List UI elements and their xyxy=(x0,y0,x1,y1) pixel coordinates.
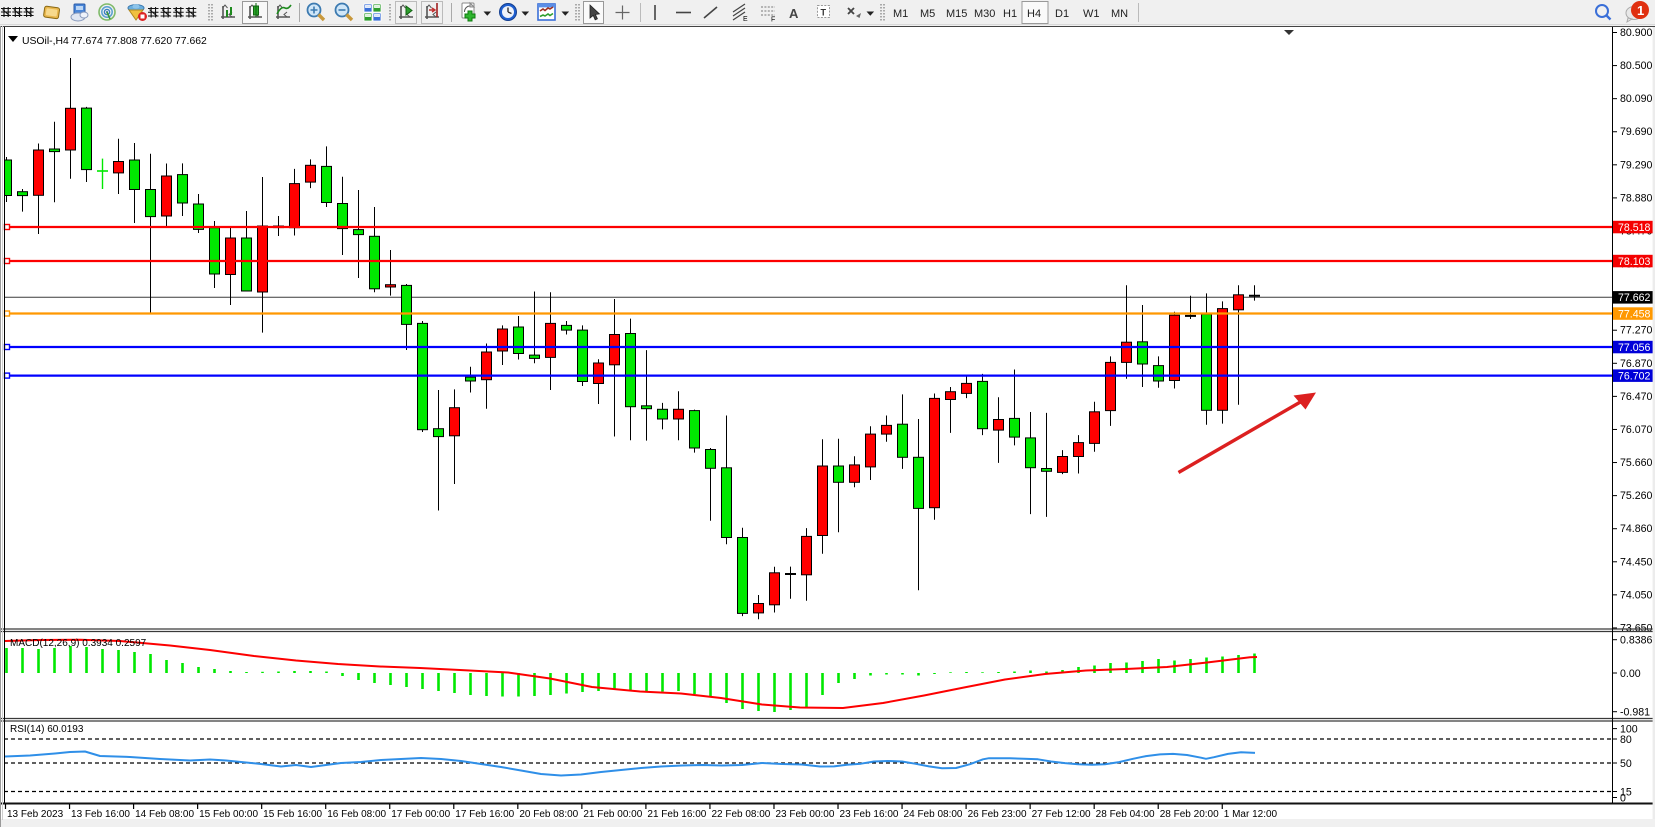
svg-text:27 Feb 12:00: 27 Feb 12:00 xyxy=(1032,809,1091,820)
svg-text:15: 15 xyxy=(1620,787,1632,799)
svg-text:14 Feb 08:00: 14 Feb 08:00 xyxy=(135,809,194,820)
svg-text:100: 100 xyxy=(1620,724,1638,736)
svg-text:M5: M5 xyxy=(920,8,935,20)
svg-text:RSI(14) 60.0193: RSI(14) 60.0193 xyxy=(10,724,84,735)
svg-text:M30: M30 xyxy=(974,8,995,20)
svg-text:77.056: 77.056 xyxy=(1618,342,1651,354)
svg-text:76.070: 76.070 xyxy=(1620,424,1653,436)
svg-text:28 Feb 04:00: 28 Feb 04:00 xyxy=(1096,809,1155,820)
svg-text:H4: H4 xyxy=(1027,8,1041,20)
svg-text:78.103: 78.103 xyxy=(1618,256,1651,268)
svg-text:16 Feb 08:00: 16 Feb 08:00 xyxy=(327,809,386,820)
svg-text:80.500: 80.500 xyxy=(1620,60,1653,72)
svg-text:F: F xyxy=(771,17,775,24)
svg-text:75.660: 75.660 xyxy=(1620,457,1653,469)
svg-text:76.870: 76.870 xyxy=(1620,358,1653,370)
svg-text:23 Feb 00:00: 23 Feb 00:00 xyxy=(775,809,834,820)
svg-text:13 Feb 2023: 13 Feb 2023 xyxy=(7,809,64,820)
svg-text:74.860: 74.860 xyxy=(1620,523,1653,535)
svg-text:76.702: 76.702 xyxy=(1618,370,1651,382)
svg-text:1: 1 xyxy=(1637,3,1644,18)
svg-text:26 Feb 23:00: 26 Feb 23:00 xyxy=(968,809,1027,820)
svg-text:A: A xyxy=(789,6,799,21)
svg-text:50: 50 xyxy=(1620,758,1632,770)
svg-text:D1: D1 xyxy=(1055,8,1069,20)
svg-text:0.00: 0.00 xyxy=(1620,668,1641,680)
svg-text:17 Feb 00:00: 17 Feb 00:00 xyxy=(391,809,450,820)
svg-text:USOil-,H4: USOil-,H4 xyxy=(22,36,69,47)
svg-text:15 Feb 00:00: 15 Feb 00:00 xyxy=(199,809,258,820)
svg-text:13 Feb 16:00: 13 Feb 16:00 xyxy=(71,809,130,820)
svg-text:H1: H1 xyxy=(1003,8,1017,20)
svg-text:28 Feb 20:00: 28 Feb 20:00 xyxy=(1160,809,1219,820)
svg-text:22 Feb 08:00: 22 Feb 08:00 xyxy=(711,809,770,820)
svg-text:M15: M15 xyxy=(946,8,967,20)
svg-text:74.050: 74.050 xyxy=(1620,589,1653,601)
svg-text:80: 80 xyxy=(1620,734,1632,746)
svg-text:21 Feb 16:00: 21 Feb 16:00 xyxy=(647,809,706,820)
svg-text:E: E xyxy=(743,16,748,23)
svg-text:0.8386: 0.8386 xyxy=(1620,635,1653,647)
svg-text:77.270: 77.270 xyxy=(1620,325,1653,337)
svg-text:MN: MN xyxy=(1111,8,1128,20)
svg-text:76.470: 76.470 xyxy=(1620,391,1653,403)
svg-text:0: 0 xyxy=(1620,793,1626,805)
svg-text:24 Feb 08:00: 24 Feb 08:00 xyxy=(904,809,963,820)
svg-text:15 Feb 16:00: 15 Feb 16:00 xyxy=(263,809,322,820)
svg-text:78.518: 78.518 xyxy=(1618,222,1651,234)
svg-text:17 Feb 16:00: 17 Feb 16:00 xyxy=(455,809,514,820)
svg-text:T: T xyxy=(821,8,827,18)
svg-text:77.662: 77.662 xyxy=(1618,292,1651,304)
svg-text:75.260: 75.260 xyxy=(1620,490,1653,502)
svg-text:-0.981: -0.981 xyxy=(1620,707,1650,719)
svg-text:74.450: 74.450 xyxy=(1620,556,1653,568)
svg-text:1 Mar 12:00: 1 Mar 12:00 xyxy=(1224,809,1278,820)
svg-text:80.900: 80.900 xyxy=(1620,27,1653,39)
svg-text:77.674 77.808 77.620 77.662: 77.674 77.808 77.620 77.662 xyxy=(71,36,207,47)
svg-text:79.690: 79.690 xyxy=(1620,126,1653,138)
svg-text:79.290: 79.290 xyxy=(1620,159,1653,171)
svg-text:M1: M1 xyxy=(893,8,908,20)
svg-text:80.090: 80.090 xyxy=(1620,93,1653,105)
svg-text:20 Feb 08:00: 20 Feb 08:00 xyxy=(519,809,578,820)
svg-text:21 Feb 00:00: 21 Feb 00:00 xyxy=(583,809,642,820)
svg-text:23 Feb 16:00: 23 Feb 16:00 xyxy=(840,809,899,820)
svg-text:77.458: 77.458 xyxy=(1618,308,1651,320)
svg-text:78.880: 78.880 xyxy=(1620,192,1653,204)
svg-text:W1: W1 xyxy=(1083,8,1100,20)
svg-text:MACD(12,26,9) 0.3934 0.2597: MACD(12,26,9) 0.3934 0.2597 xyxy=(10,638,147,649)
